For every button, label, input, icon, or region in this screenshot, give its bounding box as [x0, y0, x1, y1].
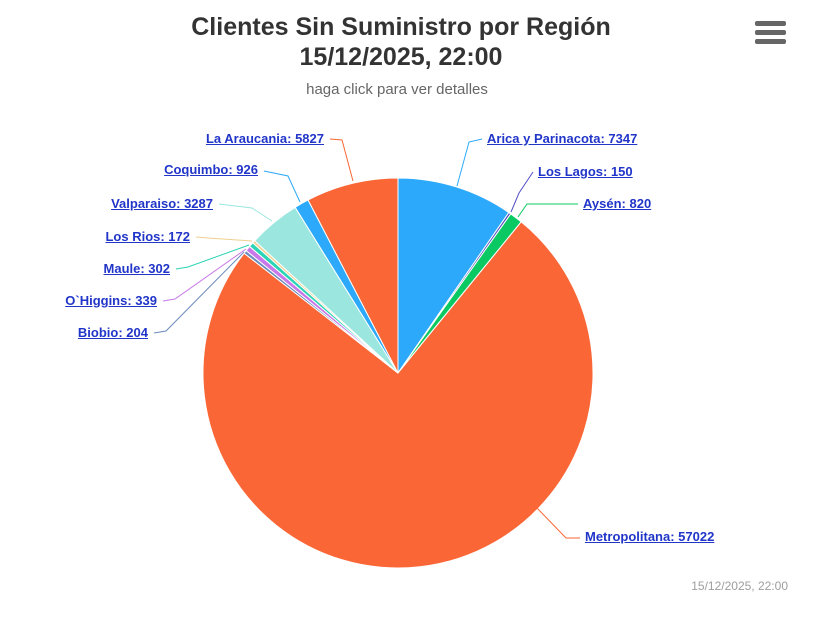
slice-label-arica-y-parinacota[interactable]: Arica y Parinacota: 7347 [487, 131, 638, 146]
slice-label-los-lagos[interactable]: Los Lagos: 150 [538, 164, 633, 179]
chart-context-menu-button[interactable] [752, 17, 790, 47]
connector-line-la-araucania [329, 138, 354, 182]
chart-title-line2: 15/12/2025, 22:00 [299, 43, 503, 71]
connector-line-los-lagos [510, 171, 534, 213]
connector-line-los-rios [195, 236, 253, 242]
slice-label-los-rios[interactable]: Los Rios: 172 [105, 229, 190, 244]
slice-label-aysen[interactable]: Aysén: 820 [583, 196, 652, 211]
connector-line-biobio [153, 251, 245, 334]
hamburger-menu-icon [755, 38, 786, 44]
connector-line-metropolitana [535, 506, 580, 539]
connector-line-arica-y-parinacota [456, 138, 483, 187]
hamburger-menu-icon [755, 29, 786, 35]
slice-label-valparaiso[interactable]: Valparaiso: 3287 [111, 196, 213, 211]
pie-slice-la-araucania[interactable] [307, 177, 399, 374]
chart-title-line1: Clientes Sin Suministro por Región [191, 13, 611, 41]
pie-slice-arica-y-parinacota[interactable] [397, 177, 510, 374]
connector-line-valparaiso [218, 203, 273, 222]
connector-line-maule [175, 244, 250, 270]
slice-label-la-araucania[interactable]: La Araucania: 5827 [205, 131, 324, 146]
connector-line-coquimbo [263, 170, 301, 203]
slice-label-metropolitana[interactable]: Metropolitana: 57022 [585, 529, 715, 544]
slice-label-o-higgins[interactable]: O`Higgins: 339 [65, 293, 157, 308]
chart-subtitle: haga click para ver detalles [306, 81, 488, 98]
slice-label-maule[interactable]: Maule: 302 [103, 261, 170, 276]
pie-slice-metropolitana[interactable] [202, 221, 594, 569]
connector-line-o-higgins [162, 248, 247, 302]
footer-timestamp: 15/12/2025, 22:00 [691, 579, 788, 593]
hamburger-menu-icon [755, 20, 786, 26]
page-title: Clientes Sin Suministro por Región 15/12… [191, 12, 610, 72]
slice-label-coquimbo[interactable]: Coquimbo: 926 [164, 162, 258, 177]
connector-line-aysen [517, 203, 578, 218]
slice-label-biobio[interactable]: Biobio: 204 [77, 325, 148, 340]
